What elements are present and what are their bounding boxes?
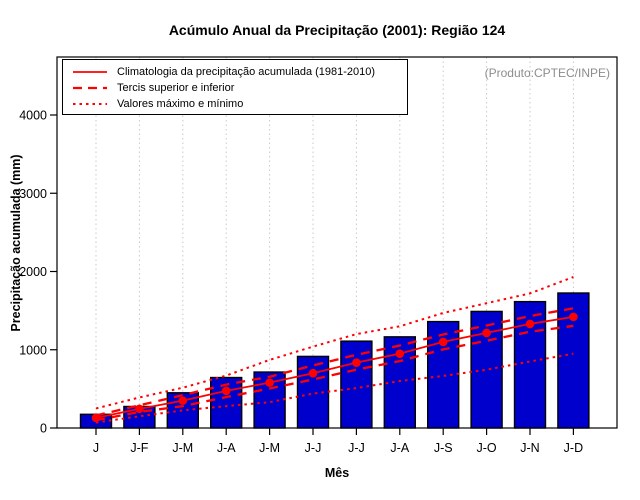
climatology-point [265,378,274,387]
legend-label-terciles: Tercis superior e inferior [117,82,235,94]
bar [340,340,373,429]
solid-line-icon [73,71,107,73]
climatology-point [308,368,318,378]
y-tick-label: 2000 [19,265,47,279]
x-tick-label: J [93,441,99,455]
legend-row-climatology: Climatologia da precipitação acumulada (… [71,64,399,80]
bars-group [79,292,590,429]
climatology-point [569,312,578,322]
climatology-point [525,319,535,329]
legend-label-climatology: Climatologia da precipitação acumulada (… [117,66,376,78]
legend-row-terciles: Tercis superior e inferior [71,80,399,96]
y-tick-label: 4000 [19,109,47,123]
climatology-point [221,386,231,396]
x-axis: J J-F J-M J-A J-M J-J J-J J-A J-S J-O J-N J-D [93,428,583,455]
plot-border [56,56,618,429]
x-tick-label: J-S [434,441,453,455]
x-tick-label: J-A [217,441,236,455]
x-tick-label: J-J [348,441,365,455]
line-climatology [95,315,574,419]
climatology-point [395,349,405,358]
x-tick-label: J-N [520,441,539,455]
x-tick-label: J-M [172,441,193,455]
x-tick-label: J-O [477,441,497,455]
climatology-points [91,312,578,423]
chart-title: Acúmulo Anual da Precipitação (2001): Re… [168,22,506,38]
grid-lines [95,57,574,428]
x-tick-label: J-D [564,441,583,455]
x-tick-label: J-F [130,441,148,455]
chart-legend: Climatologia da precipitação acumulada (… [62,59,408,115]
legend-label-maxmin: Valores máximo e mínimo [117,98,244,110]
climatology-point [178,396,188,405]
line-tercile-upper [95,307,574,417]
climatology-point [91,413,101,423]
x-tick-label: J-M [259,441,280,455]
climatology-point [352,358,361,367]
dotted-line-icon [73,103,107,105]
bar [427,320,460,429]
bar [209,376,243,429]
dashed-line-icon [73,86,107,90]
y-tick-label: 3000 [19,187,47,201]
x-axis-label: Mês [324,466,350,480]
line-tercile-lower [95,324,574,422]
x-tick-label: J-A [390,441,409,455]
y-tick-label: 0 [40,422,47,436]
climatology-point [482,328,491,338]
y-axis-label: Precipitação acumulada (mm) [9,154,23,332]
y-axis: 0 1000 2000 3000 4000 [19,109,57,436]
product-annotation: (Produto:CPTEC/INPE) [484,66,610,80]
climatology-point [135,404,144,414]
x-tick-label: J-J [305,441,322,455]
legend-row-maxmin: Valores máximo e mínimo [71,96,399,112]
y-tick-label: 1000 [19,343,47,357]
line-min [95,352,574,424]
climatology-point [438,337,448,347]
line-max [95,276,574,410]
